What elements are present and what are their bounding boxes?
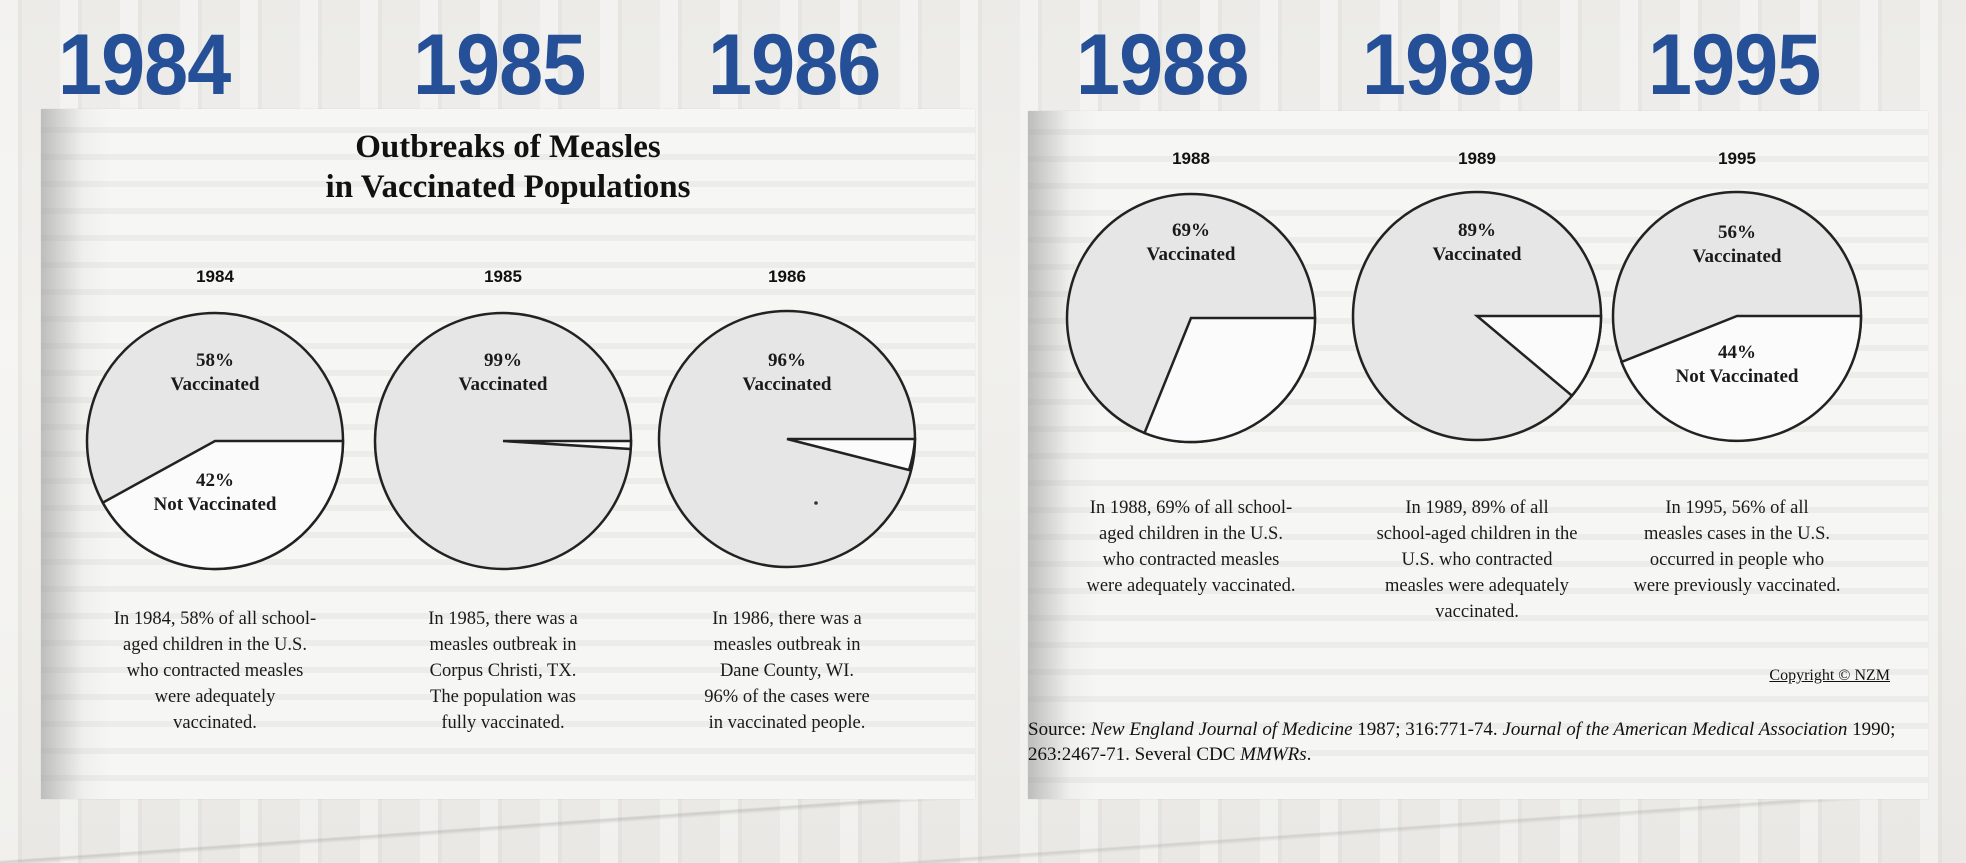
caption-line: were adequately vaccinated. bbox=[1086, 576, 1296, 596]
caption-line: vaccinated. bbox=[173, 713, 257, 733]
pie-label-vaccinated-1984: 58% Vaccinated bbox=[115, 349, 315, 397]
chart-title-line2: in Vaccinated Populations bbox=[325, 169, 691, 205]
caption-line: In 1984, 58% of all school- bbox=[113, 609, 317, 629]
pie-year-1984: 1984 bbox=[196, 267, 234, 286]
caption-line: who contracted measles bbox=[126, 661, 304, 681]
left-scan-panel: Outbreaks of Measles in Vaccinated Popul… bbox=[41, 109, 975, 799]
caption-1985: In 1985, there was a measles outbreak in… bbox=[358, 606, 648, 736]
caption-line: In 1995, 56% of all bbox=[1665, 498, 1809, 518]
pie-chart-1995 bbox=[1611, 190, 1863, 443]
pie-chart-1985 bbox=[373, 311, 633, 571]
not-vaccinated-pct: 44% bbox=[1718, 342, 1756, 363]
pie-year-1989: 1989 bbox=[1458, 149, 1496, 168]
vaccinated-pct: 96% bbox=[768, 350, 806, 371]
pie-chart-1986 bbox=[657, 309, 917, 569]
source-citation: Source: New England Journal of Medicine … bbox=[1028, 717, 1908, 767]
pie-label-vaccinated-1995: 56% Vaccinated bbox=[1637, 221, 1837, 269]
copyright-notice: Copyright © NZM bbox=[1769, 667, 1890, 684]
year-heading-1985: 1985 bbox=[413, 17, 586, 113]
caption-line: measles were adequately bbox=[1385, 576, 1569, 596]
caption-line: The population was bbox=[430, 687, 576, 707]
vaccinated-label: Vaccinated bbox=[170, 374, 260, 395]
caption-1995: In 1995, 56% of all measles cases in the… bbox=[1592, 495, 1882, 599]
caption-line: who contracted measles bbox=[1102, 550, 1280, 570]
source-journal-mmwr: MMWRs bbox=[1240, 744, 1307, 765]
caption-line: measles outbreak in bbox=[429, 635, 577, 655]
chart-title-line1: Outbreaks of Measles bbox=[355, 129, 661, 165]
source-suffix: . bbox=[1306, 744, 1312, 765]
vaccinated-label: Vaccinated bbox=[458, 374, 548, 395]
source-cite-jama: 1990; 263:2467-71. Several CDC bbox=[1028, 719, 1896, 765]
vaccinated-pct: 89% bbox=[1458, 220, 1496, 241]
pie-label-vaccinated-1985: 99% Vaccinated bbox=[403, 349, 603, 397]
caption-line: In 1989, 89% of all bbox=[1405, 498, 1549, 518]
caption-line: aged children in the U.S. bbox=[123, 635, 307, 655]
caption-line: were previously vaccinated. bbox=[1633, 576, 1841, 596]
year-heading-1995: 1995 bbox=[1648, 17, 1821, 113]
source-journal-jama: Journal of the American Medical Associat… bbox=[1502, 719, 1848, 740]
pie-year-1995: 1995 bbox=[1718, 149, 1756, 168]
pie-chart-1988 bbox=[1065, 192, 1317, 444]
caption-line: In 1988, 69% of all school- bbox=[1089, 498, 1293, 518]
vaccinated-pct: 69% bbox=[1172, 220, 1210, 241]
caption-line: were adequately bbox=[154, 687, 276, 707]
pie-chart-1989 bbox=[1351, 190, 1603, 442]
year-heading-1989: 1989 bbox=[1362, 17, 1535, 113]
vaccinated-pct: 99% bbox=[484, 350, 522, 371]
year-heading-1984: 1984 bbox=[58, 17, 231, 113]
caption-line: aged children in the U.S. bbox=[1099, 524, 1283, 544]
year-heading-1988: 1988 bbox=[1076, 17, 1249, 113]
caption-line: Corpus Christi, TX. bbox=[429, 661, 577, 681]
vaccinated-label: Vaccinated bbox=[742, 374, 832, 395]
vaccinated-pct: 58% bbox=[196, 350, 234, 371]
caption-line: In 1985, there was a bbox=[428, 609, 578, 629]
caption-line: In 1986, there was a bbox=[712, 609, 862, 629]
not-vaccinated-label: Not Vaccinated bbox=[1675, 366, 1799, 387]
vaccinated-label: Vaccinated bbox=[1432, 244, 1522, 265]
pie-year-1986: 1986 bbox=[768, 267, 806, 286]
caption-line: vaccinated. bbox=[1435, 602, 1519, 622]
not-vaccinated-label: Not Vaccinated bbox=[153, 494, 277, 515]
caption-line: fully vaccinated. bbox=[441, 713, 565, 733]
caption-1986: In 1986, there was a measles outbreak in… bbox=[642, 606, 932, 736]
caption-line: measles cases in the U.S. bbox=[1644, 524, 1830, 544]
year-heading-1986: 1986 bbox=[708, 17, 881, 113]
vaccinated-label: Vaccinated bbox=[1146, 244, 1236, 265]
vaccinated-label: Vaccinated bbox=[1692, 246, 1782, 267]
pie-label-vaccinated-1989: 89% Vaccinated bbox=[1377, 219, 1577, 267]
source-prefix: Source: bbox=[1028, 719, 1091, 740]
vaccinated-pct: 56% bbox=[1718, 222, 1756, 243]
pie-label-not-vaccinated-1984: 42% Not Vaccinated bbox=[115, 469, 315, 517]
caption-line: Dane County, WI. bbox=[719, 661, 855, 681]
pie-year-1988: 1988 bbox=[1172, 149, 1210, 168]
pie-label-not-vaccinated-1995: 44% Not Vaccinated bbox=[1637, 341, 1837, 389]
background-floor bbox=[0, 800, 1966, 863]
not-vaccinated-pct: 42% bbox=[196, 470, 234, 491]
pie-label-vaccinated-1986: 96% Vaccinated bbox=[687, 349, 887, 397]
caption-line: measles outbreak in bbox=[713, 635, 861, 655]
caption-line: school-aged children in the bbox=[1376, 524, 1578, 544]
caption-1988: In 1988, 69% of all school- aged childre… bbox=[1046, 495, 1336, 599]
chart-title: Outbreaks of Measles in Vaccinated Popul… bbox=[41, 127, 975, 207]
caption-1989: In 1989, 89% of all school-aged children… bbox=[1332, 495, 1622, 625]
caption-line: U.S. who contracted bbox=[1401, 550, 1553, 570]
source-journal-nejm: New England Journal of Medicine bbox=[1090, 719, 1353, 740]
pie-chart-1984 bbox=[85, 311, 345, 571]
source-cite-nejm: 1987; 316:771-74. bbox=[1352, 719, 1503, 740]
caption-1984: In 1984, 58% of all school- aged childre… bbox=[70, 606, 360, 736]
caption-line: in vaccinated people. bbox=[708, 713, 866, 733]
pie-year-1985: 1985 bbox=[484, 267, 522, 286]
caption-line: 96% of the cases were bbox=[704, 687, 870, 707]
pie-label-vaccinated-1988: 69% Vaccinated bbox=[1091, 219, 1291, 267]
caption-line: occurred in people who bbox=[1649, 550, 1825, 570]
right-scan-panel: 1988 69% Vaccinated In 1988, 69% of all … bbox=[1028, 111, 1928, 799]
